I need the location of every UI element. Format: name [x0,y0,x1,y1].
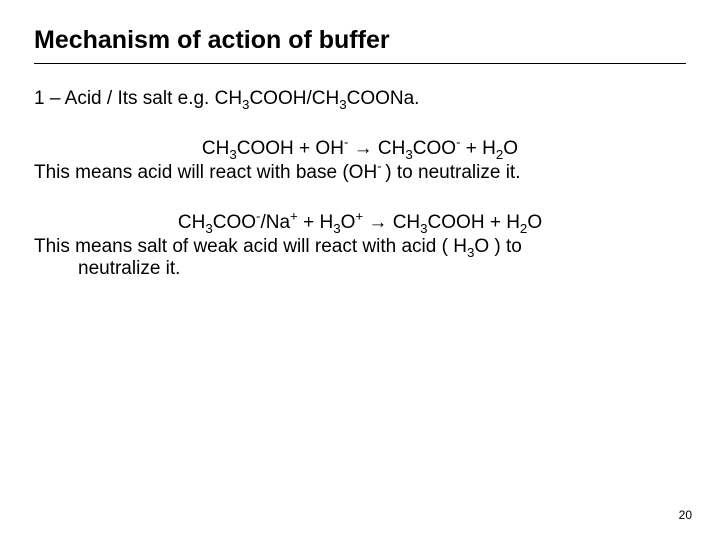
text: + H [461,138,496,159]
text: COOH + H [428,212,520,233]
text: /Na [260,212,290,233]
sub: 3 [333,221,340,236]
description-2: This means salt of weak acid will react … [34,236,686,280]
description-1: This means acid will react with base (OH… [34,162,686,184]
equation-2: CH3COO-/Na+ + H3O+ → CH3COOH + H2O [94,212,626,234]
text: This means salt of weak acid will react … [34,236,467,257]
text: COOH + OH [237,138,344,159]
equation-1: CH3COOH + OH- → CH3COO- + H2O [94,138,626,160]
text: O ) to [474,236,522,257]
sup: + [290,209,298,224]
text: → CH [348,138,405,159]
sub: 3 [229,147,236,162]
text: ) to neutralize it. [385,162,520,183]
text: 1 – Acid / Its salt e.g. CH [34,88,242,109]
text: O [527,212,542,233]
text: COONa. [347,88,420,109]
text: CH [202,138,229,159]
text: O [341,212,356,233]
page-number: 20 [679,508,692,522]
sub: 3 [205,221,212,236]
sub: 3 [405,147,412,162]
text: This means acid will react with base (OH [34,162,377,183]
text: COOH/CH [249,88,339,109]
sub: 3 [420,221,427,236]
text: → CH [363,212,420,233]
sup: + [355,209,363,224]
text: CH [178,212,205,233]
text-continuation: neutralize it. [34,258,686,280]
slide-title: Mechanism of action of buffer [34,26,686,64]
text: + H [298,212,333,233]
text: COO [413,138,456,159]
text: COO [213,212,256,233]
intro-line: 1 – Acid / Its salt e.g. CH3COOH/CH3COON… [34,88,686,110]
text: O [503,138,518,159]
sub: 3 [339,97,346,112]
